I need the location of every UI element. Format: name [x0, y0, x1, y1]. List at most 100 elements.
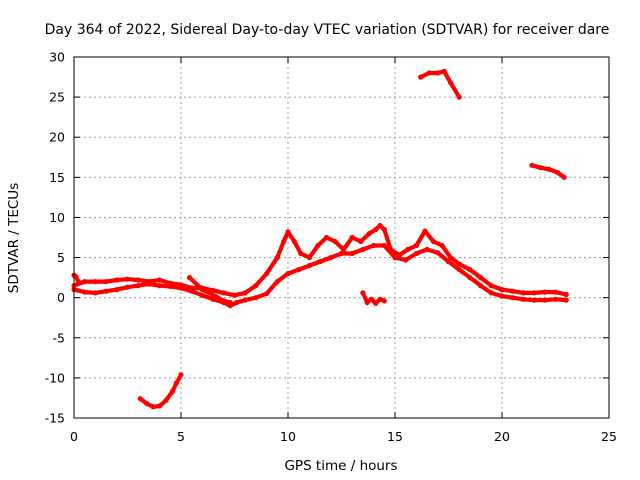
x-tick-label: 25 — [601, 429, 617, 444]
data-point — [405, 246, 411, 253]
data-point — [360, 246, 366, 253]
data-point — [146, 281, 152, 287]
data-point — [242, 290, 248, 296]
data-point — [296, 267, 302, 273]
data-point — [531, 290, 537, 296]
data-point — [227, 299, 233, 306]
data-point — [413, 242, 419, 249]
data-point — [199, 292, 205, 298]
data-point — [478, 283, 484, 289]
data-point — [392, 255, 398, 261]
data-point — [306, 263, 312, 269]
data-point — [371, 242, 377, 249]
data-point — [368, 296, 375, 302]
data-point — [285, 229, 291, 235]
series-short-dip — [187, 275, 233, 306]
y-tick-label: 25 — [49, 90, 65, 105]
y-tick-label: 0 — [57, 290, 65, 305]
data-point — [341, 246, 347, 253]
data-point — [169, 388, 175, 395]
data-point — [552, 289, 559, 295]
data-point — [424, 246, 430, 253]
data-point — [552, 296, 559, 302]
data-point — [478, 275, 484, 281]
data-point — [456, 267, 462, 273]
data-point — [199, 287, 205, 293]
data-point — [413, 250, 419, 257]
x-tick-label: 20 — [494, 429, 510, 444]
series-line — [71, 243, 569, 308]
series-small-segment-14h — [360, 290, 387, 306]
series-main-lower — [71, 242, 569, 309]
data-point — [520, 296, 527, 302]
data-point — [448, 255, 454, 261]
data-point — [103, 279, 109, 285]
data-point — [448, 80, 454, 86]
data-point — [92, 290, 98, 296]
data-point — [381, 226, 387, 233]
data-point — [210, 287, 216, 293]
data-point — [174, 380, 180, 386]
series-spike-0h — [71, 272, 81, 285]
data-point — [488, 290, 494, 296]
data-point — [531, 297, 537, 303]
data-point — [499, 293, 505, 299]
data-point — [529, 162, 535, 168]
y-tick-label: 5 — [57, 250, 65, 265]
data-point — [323, 234, 330, 241]
x-tick-label: 5 — [177, 429, 185, 444]
data-point — [435, 250, 441, 256]
data-point — [253, 283, 259, 289]
data-point — [430, 238, 437, 245]
chart-title: Day 364 of 2022, Sidereal Day-to-day VTE… — [45, 22, 610, 38]
data-point — [381, 242, 387, 249]
data-point — [555, 169, 561, 176]
y-tick-label: 10 — [49, 210, 65, 225]
x-axis-label: GPS time / hours — [284, 458, 397, 474]
data-point — [332, 238, 338, 245]
data-point — [124, 276, 131, 282]
data-point — [291, 238, 297, 245]
data-point — [488, 283, 494, 289]
data-point — [435, 70, 441, 76]
data-point — [298, 250, 304, 257]
data-point — [231, 292, 238, 298]
data-point — [467, 267, 473, 273]
data-point — [542, 297, 548, 303]
data-point — [499, 287, 505, 293]
y-tick-label: -5 — [53, 330, 65, 345]
data-point — [377, 296, 383, 302]
series-lower-left-arc — [137, 372, 184, 410]
data-point — [561, 174, 567, 180]
data-point — [364, 299, 370, 306]
data-point — [456, 261, 462, 267]
data-point — [358, 238, 364, 245]
data-point — [445, 259, 452, 265]
data-point — [281, 238, 287, 245]
data-point — [163, 397, 169, 403]
data-point — [242, 297, 248, 303]
data-point — [114, 277, 120, 283]
y-axis-label: SDTVAR / TECUs — [6, 183, 22, 293]
data-point — [274, 279, 280, 285]
data-point — [178, 285, 184, 291]
data-point — [178, 372, 184, 378]
data-series — [71, 68, 569, 410]
data-point — [546, 166, 552, 172]
data-point — [439, 242, 445, 249]
y-tick-label: -15 — [45, 411, 65, 426]
data-point — [349, 234, 355, 241]
data-point — [187, 275, 193, 281]
data-point — [366, 230, 372, 237]
data-point — [563, 297, 569, 303]
data-point — [274, 255, 280, 261]
data-point — [315, 242, 321, 249]
plot-frame — [73, 56, 610, 419]
data-point — [373, 226, 379, 233]
data-point — [510, 295, 516, 301]
data-point — [349, 250, 355, 257]
data-point — [373, 300, 379, 306]
data-point — [542, 289, 548, 295]
data-point — [317, 259, 323, 265]
